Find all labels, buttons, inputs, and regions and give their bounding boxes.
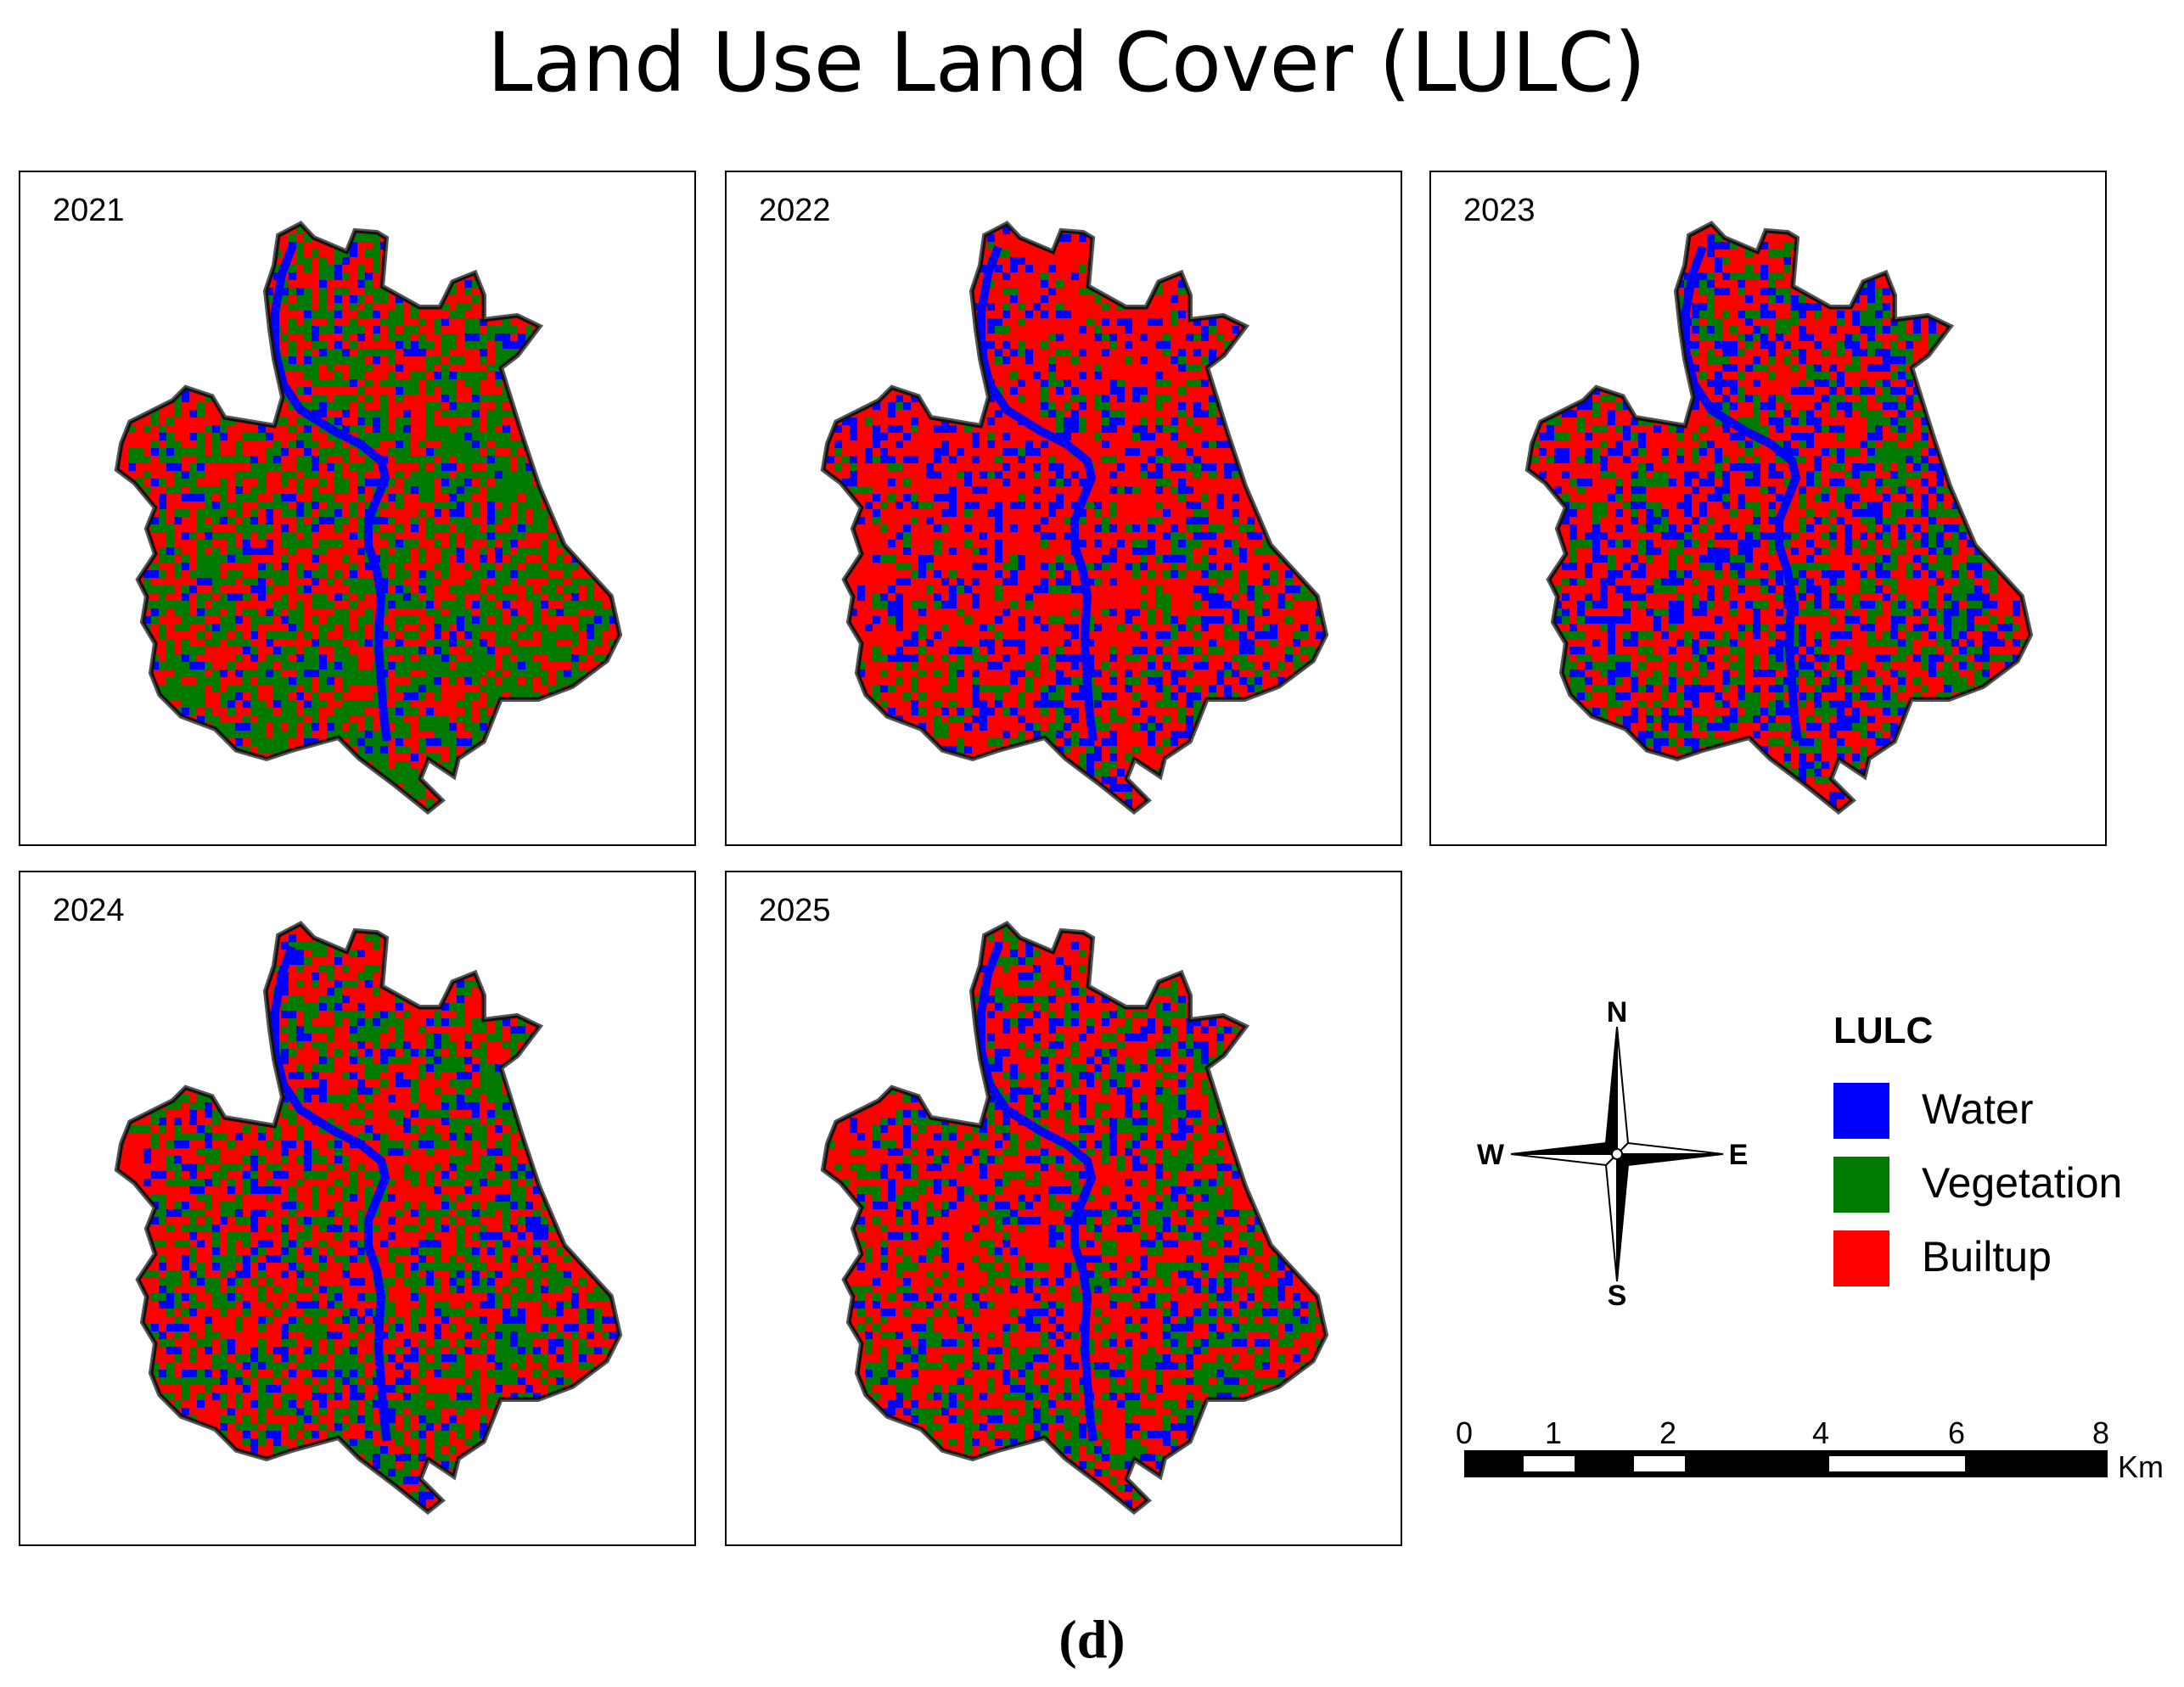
panel-year-label: 2024 <box>53 893 125 928</box>
lulc-raster <box>118 225 619 810</box>
scale-tick-6: 6 <box>1948 1415 1965 1450</box>
lulc-map-2021 <box>114 221 623 815</box>
compass-s-label: S <box>1608 1280 1627 1307</box>
river <box>271 945 391 1442</box>
legend-title: LULC <box>1833 1010 1934 1051</box>
scale-unit: Km <box>2118 1449 2164 1484</box>
legend-swatch-vegetation <box>1833 1157 1889 1213</box>
lulc-raster <box>824 925 1325 1510</box>
compass-e-label: E <box>1729 1139 1749 1171</box>
map-panel-2022: 2022 <box>725 171 1402 846</box>
scale-tick-2: 2 <box>1659 1415 1676 1450</box>
lulc-map-2025 <box>820 921 1329 1516</box>
lulc-map-2023 <box>1524 221 2034 815</box>
compass-n-label: N <box>1607 1001 1628 1028</box>
figure-caption: (d) <box>1058 1609 1126 1669</box>
legend-swatch-builtup <box>1833 1230 1889 1286</box>
compass-w-label: W <box>1477 1139 1505 1171</box>
scale-bar: 0 1 2 4 6 8 Km <box>1456 1415 2164 1484</box>
legend-label-water: Water <box>1922 1085 2034 1133</box>
map-title: Land Use Land Cover (LULC) <box>486 15 1647 110</box>
panel-year-label: 2025 <box>759 893 831 928</box>
legend-label-vegetation: Vegetation <box>1922 1159 2123 1207</box>
river <box>977 945 1098 1442</box>
panel-year-label: 2022 <box>759 193 831 228</box>
map-panel-2021: 2021 <box>19 171 696 846</box>
scale-tick-0: 0 <box>1456 1415 1473 1450</box>
legend: LULC Water Vegetation Builtup <box>1833 1010 2173 1290</box>
panel-year-label: 2021 <box>53 193 125 228</box>
scale-tick-4: 4 <box>1812 1415 1829 1450</box>
map-panel-2024: 2024 <box>19 871 696 1546</box>
lulc-map-2022 <box>820 221 1329 815</box>
map-panel-2025: 2025 <box>725 871 1402 1546</box>
legend-label-builtup: Builtup <box>1922 1233 2052 1281</box>
lulc-raster <box>824 225 1325 810</box>
river <box>1682 245 1802 742</box>
panel-year-label: 2023 <box>1463 193 1536 228</box>
lulc-map-2024 <box>114 921 623 1516</box>
river <box>271 245 391 742</box>
lulc-raster <box>118 925 619 1510</box>
river <box>977 245 1098 742</box>
lulc-raster <box>1529 225 2030 810</box>
north-arrow-compass-icon: N S E W <box>1477 1001 1749 1307</box>
map-panel-2023: 2023 <box>1429 171 2107 846</box>
scale-tick-1: 1 <box>1545 1415 1562 1450</box>
legend-swatch-water <box>1833 1083 1889 1139</box>
scale-tick-8: 8 <box>2092 1415 2109 1450</box>
